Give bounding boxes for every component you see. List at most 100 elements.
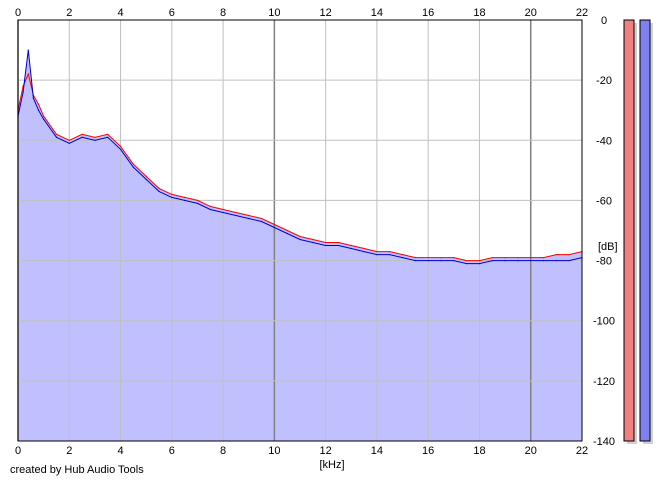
series-line-1 [17, 50, 583, 265]
y-tick-label-4: -80 [596, 256, 612, 268]
x-tick-label-bottom-3: 6 [169, 445, 175, 457]
series-0-point-6 [55, 133, 58, 135]
series-1-point-13 [145, 178, 147, 180]
y-tick-label-0: 0 [601, 15, 607, 27]
series-0-point-13 [145, 175, 147, 177]
x-tick-label-top-7: 14 [371, 7, 383, 19]
series-0-point-44 [542, 257, 545, 259]
series-0-point-26 [312, 238, 314, 241]
series-0-point-33 [401, 254, 404, 256]
x-tick-label-top-4: 8 [220, 7, 226, 19]
series-1-point-31 [376, 254, 378, 256]
series-1-point-26 [312, 241, 314, 244]
series-0-point-24 [286, 229, 288, 232]
series-1-point-34 [414, 260, 416, 262]
series-0-point-31 [376, 251, 378, 253]
series-0-point-5 [43, 115, 45, 117]
series-1-point-1 [22, 91, 24, 93]
x-tick-label-bottom-4: 8 [220, 445, 226, 457]
x-tick-label-top-2: 4 [117, 7, 123, 19]
x-tick-label-top-5: 10 [268, 7, 280, 19]
series-1-point-43 [530, 260, 532, 262]
plot-border [17, 19, 583, 442]
series-1-point-35 [427, 260, 429, 262]
series-0-point-11 [119, 145, 122, 147]
x-tick-label-top-8: 16 [422, 7, 434, 19]
series-0-point-43 [530, 257, 532, 259]
x-tick-label-bottom-0: 0 [15, 445, 21, 457]
series-1-point-11 [119, 148, 122, 150]
x-tick-label-bottom-9: 18 [473, 445, 485, 457]
series-1-point-40 [491, 260, 493, 262]
series-0-point-21 [248, 214, 250, 217]
series-1-point-14 [158, 190, 160, 192]
series-1-point-21 [248, 217, 250, 220]
series-0-point-40 [491, 257, 493, 259]
series-1-point-20 [235, 214, 237, 217]
series-1-point-30 [363, 251, 365, 253]
x-tick-labels-top: 0 2 4 6 8 10 12 14 16 18 20 22 [15, 7, 588, 19]
series-0-point-2 [27, 73, 29, 75]
plot-frame [17, 19, 583, 442]
level-meter-1 [639, 19, 651, 442]
series-1-point-2 [27, 49, 29, 51]
y-axis-unit-label: [dB] [598, 241, 618, 253]
series-1-point-17 [196, 202, 199, 204]
series-1-point-19 [222, 211, 224, 214]
series-1-point-38 [466, 263, 468, 265]
series-0-point-42 [517, 257, 519, 259]
series-0-point-19 [222, 208, 224, 211]
y-tick-label-7: -140 [593, 436, 615, 448]
series-1-point-44 [542, 260, 545, 262]
y-tick-label-1: -20 [596, 75, 612, 87]
series-1-point-12 [132, 166, 134, 168]
x-tick-label-bottom-5: 10 [268, 445, 280, 457]
series-0-point-28 [337, 241, 340, 244]
series-0-point-38 [466, 260, 468, 262]
series-1-point-22 [260, 220, 263, 223]
footer-credit: created by Hub Audio Tools [10, 464, 144, 476]
x-tick-label-top-6: 12 [320, 7, 332, 19]
x-tick-label-top-0: 0 [15, 7, 21, 19]
series-0-point-7 [68, 139, 70, 141]
series-0-point-20 [235, 211, 237, 214]
series-1-point-16 [184, 199, 186, 201]
series-lines [17, 49, 583, 265]
series-0-point-34 [414, 257, 416, 259]
series-0-point-39 [478, 260, 481, 262]
series-0-point-12 [132, 163, 134, 165]
series-0-point-10 [107, 133, 109, 135]
x-tick-label-top-10: 20 [525, 7, 537, 19]
series-1-point-36 [440, 260, 442, 262]
series-0-point-25 [299, 235, 301, 238]
x-axis-unit-label: [kHz] [319, 459, 344, 471]
series-0-point-41 [504, 257, 506, 259]
x-tick-label-bottom-7: 14 [371, 445, 383, 457]
series-0-point-9 [94, 136, 96, 138]
series-0-point-4 [37, 103, 40, 105]
series-1-point-27 [325, 244, 327, 247]
series-1-point-37 [453, 260, 455, 262]
series-1-point-15 [171, 196, 173, 198]
series-0-point-36 [440, 257, 442, 259]
series-1-point-4 [37, 109, 40, 111]
spectrum-fill [18, 50, 582, 441]
x-tick-label-bottom-6: 12 [320, 445, 332, 457]
series-1-point-23 [273, 226, 275, 229]
x-tick-label-top-11: 22 [576, 7, 588, 19]
series-1-point-10 [107, 136, 109, 138]
x-tick-label-top-3: 6 [169, 7, 175, 19]
x-tick-labels-bottom: 0 2 4 6 8 10 12 14 16 18 20 22 [15, 445, 588, 457]
x-tick-label-top-9: 18 [473, 7, 485, 19]
series-1-point-8 [81, 136, 83, 138]
series-1-point-45 [555, 260, 558, 262]
series-0-point-27 [325, 241, 327, 244]
x-tick-label-top-1: 2 [66, 7, 72, 19]
x-tick-label-bottom-10: 20 [525, 445, 537, 457]
series-0-point-32 [389, 251, 391, 253]
series-1-point-18 [209, 208, 211, 211]
series-1-point-24 [286, 232, 288, 235]
series-0-point-15 [171, 193, 173, 195]
series-0-point-14 [158, 187, 160, 189]
